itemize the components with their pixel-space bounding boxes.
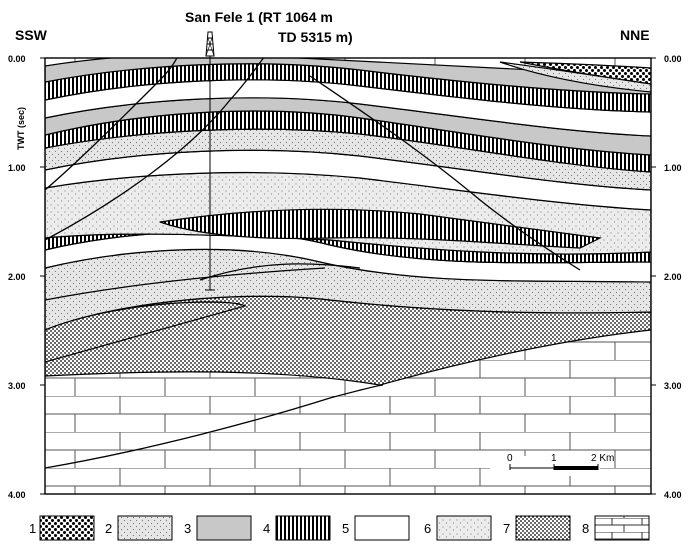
legend-swatch-1 <box>39 515 95 541</box>
direction-right-label: NNE <box>620 27 650 43</box>
fault-5 <box>45 384 384 469</box>
right-tick-1: 1.00 <box>664 163 682 173</box>
left-tick-2: 2.00 <box>8 272 26 282</box>
right-tick-4: 4.00 <box>664 490 682 500</box>
legend-swatch-8 <box>594 515 650 541</box>
left-tick-1: 1.00 <box>8 163 26 173</box>
fault-3 <box>309 75 581 271</box>
scale-label-2: 2 Km <box>591 453 614 464</box>
left-tick-3: 3.00 <box>8 381 26 391</box>
left-axis: 0.00 1.00 2.00 3.00 4.00 TWT (sec) <box>8 54 45 500</box>
right-tick-3: 3.00 <box>664 381 682 391</box>
legend-swatch-3 <box>196 515 252 541</box>
legend-swatch-2 <box>117 515 173 541</box>
scale-bar: 0 1 2 Km <box>490 453 614 476</box>
legend-number-2: 2 <box>105 521 112 536</box>
legend-number-8: 8 <box>582 521 589 536</box>
legend-number-1: 1 <box>29 521 36 536</box>
scale-label-1: 1 <box>551 453 557 464</box>
well-derrick-icon <box>205 31 215 57</box>
fault-2 <box>45 58 178 191</box>
unit-1-wedge <box>519 61 651 85</box>
fault-1 <box>45 58 265 241</box>
y-axis-label: TWT (sec) <box>16 107 26 150</box>
legend-swatch-7 <box>515 515 571 541</box>
left-tick-4: 4.00 <box>8 490 26 500</box>
legend-swatch-6 <box>436 515 492 541</box>
legend-swatch-4 <box>275 515 331 541</box>
scale-label-0: 0 <box>507 453 513 464</box>
unit-2-wedge <box>499 61 651 93</box>
legend: 1 2 3 4 5 6 7 8 <box>29 515 650 541</box>
legend-number-3: 3 <box>184 521 191 536</box>
legend-number-6: 6 <box>424 521 431 536</box>
unit-4-lens-mid <box>159 208 603 249</box>
fault-6 <box>45 267 326 301</box>
cross-section-body <box>45 58 651 494</box>
right-axis: 0.00 1.00 2.00 3.00 4.00 <box>651 54 682 500</box>
legend-number-4: 4 <box>263 521 270 536</box>
right-tick-0: 0.00 <box>664 54 682 64</box>
right-tick-2: 2.00 <box>664 272 682 282</box>
well-title-line2: TD 5315 m) <box>278 29 353 45</box>
unit-7-wedge <box>45 301 247 363</box>
left-tick-0: 0.00 <box>8 54 26 64</box>
well-title-line1: San Fele 1 (RT 1064 m <box>185 9 333 25</box>
legend-swatch-5 <box>354 515 410 541</box>
direction-left-label: SSW <box>15 27 48 43</box>
legend-number-7: 7 <box>503 521 510 536</box>
fault-4 <box>199 263 361 281</box>
legend-number-5: 5 <box>342 521 349 536</box>
